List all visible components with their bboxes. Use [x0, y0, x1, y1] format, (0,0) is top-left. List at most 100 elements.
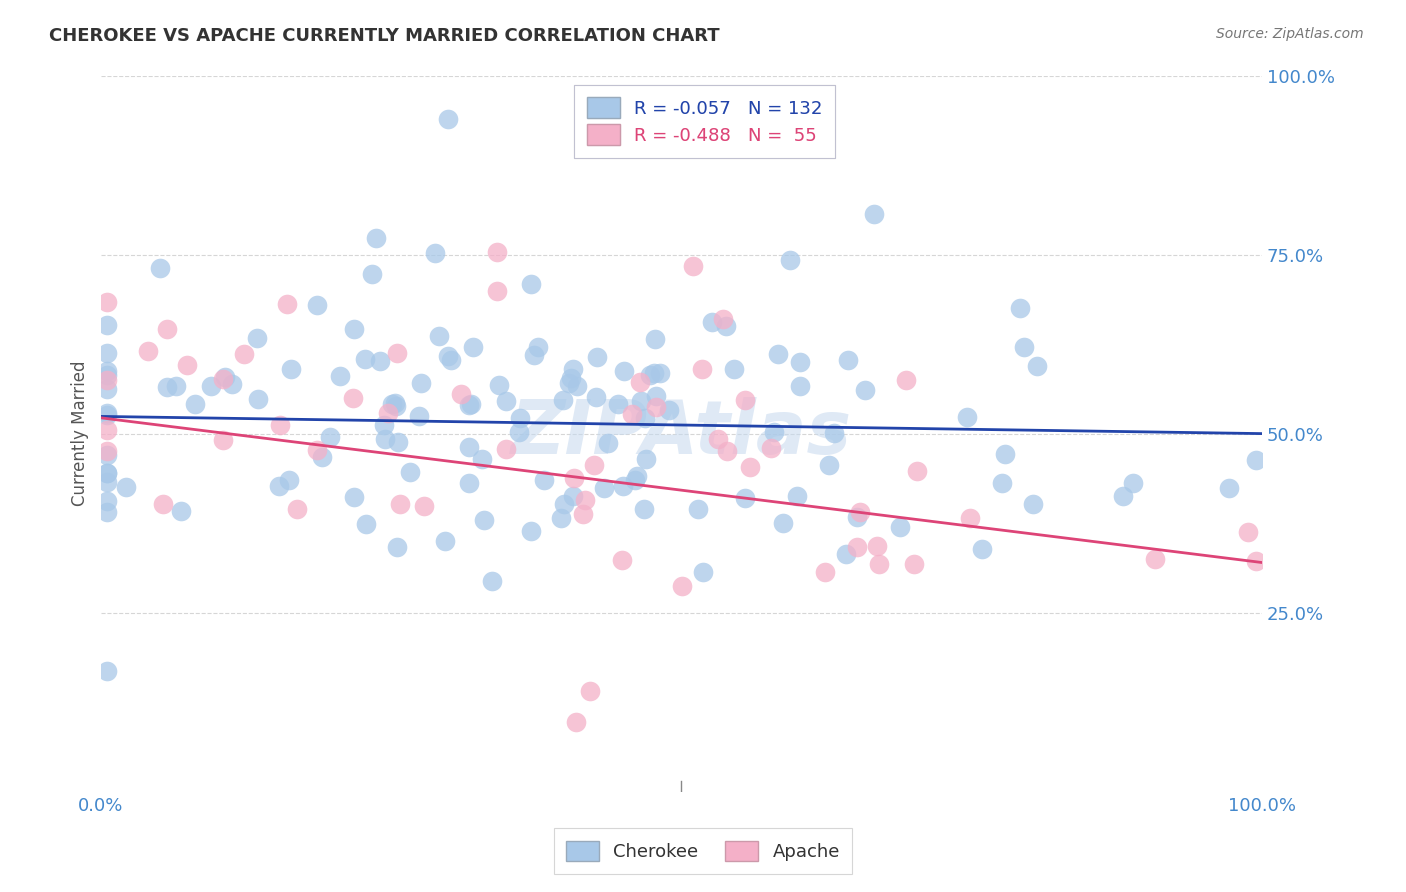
Point	[1122, 476, 1144, 491]
Point	[644, 332, 666, 346]
Point	[156, 380, 179, 394]
Point	[450, 386, 472, 401]
Point	[246, 392, 269, 406]
Point	[486, 284, 509, 298]
Point	[682, 260, 704, 274]
Point	[429, 328, 451, 343]
Point	[437, 112, 460, 126]
Point	[311, 450, 333, 464]
Point	[434, 533, 457, 548]
Point	[866, 539, 889, 553]
Point	[527, 340, 550, 354]
Point	[583, 458, 606, 472]
Point	[690, 361, 713, 376]
Point	[607, 396, 630, 410]
Point	[221, 376, 243, 391]
Y-axis label: Currently Married: Currently Married	[72, 361, 89, 507]
Point	[706, 432, 728, 446]
Point	[471, 452, 494, 467]
Point	[411, 376, 433, 391]
Point	[360, 267, 382, 281]
Point	[436, 350, 458, 364]
Point	[495, 442, 517, 456]
Point	[212, 372, 235, 386]
Point	[276, 297, 298, 311]
Point	[1112, 489, 1135, 503]
Point	[156, 322, 179, 336]
Point	[354, 517, 377, 532]
Point	[779, 252, 801, 267]
Point	[176, 358, 198, 372]
Point	[457, 440, 479, 454]
Point	[472, 513, 495, 527]
Point	[374, 432, 396, 446]
Point	[716, 444, 738, 458]
Point	[460, 396, 482, 410]
Point	[553, 497, 575, 511]
Point	[148, 261, 170, 276]
Point	[1026, 359, 1049, 373]
Point	[624, 474, 647, 488]
Point	[200, 378, 222, 392]
Point	[96, 664, 118, 678]
Point	[713, 312, 735, 326]
Point	[702, 316, 724, 330]
Point	[814, 565, 837, 579]
Point	[385, 346, 408, 360]
Point	[714, 318, 737, 333]
Point	[1244, 553, 1267, 567]
Point	[613, 363, 636, 377]
Point	[342, 322, 364, 336]
Point	[849, 505, 872, 519]
Point	[96, 382, 118, 396]
Legend: R = -0.057   N = 132, R = -0.488   N =  55: R = -0.057 N = 132, R = -0.488 N = 55	[575, 85, 835, 158]
Point	[486, 245, 509, 260]
Point	[170, 504, 193, 518]
Point	[413, 500, 436, 514]
Point	[96, 406, 118, 420]
Point	[633, 501, 655, 516]
Point	[533, 473, 555, 487]
Point	[96, 318, 118, 332]
Point	[408, 409, 430, 423]
Point	[671, 579, 693, 593]
Point	[381, 397, 404, 411]
Point	[889, 520, 911, 534]
Point	[564, 471, 586, 485]
Point	[457, 476, 479, 491]
Point	[738, 460, 761, 475]
Point	[586, 350, 609, 364]
Point	[319, 430, 342, 444]
Point	[96, 408, 118, 422]
Point	[553, 393, 575, 408]
Point	[562, 489, 585, 503]
Point	[818, 458, 841, 472]
Point	[353, 352, 375, 367]
Point	[1237, 524, 1260, 539]
Point	[463, 340, 485, 354]
Point	[1244, 453, 1267, 467]
Point	[366, 231, 388, 245]
Point	[612, 479, 634, 493]
Point	[305, 442, 328, 457]
Point	[277, 473, 299, 487]
Point	[377, 406, 399, 420]
Point	[772, 516, 794, 530]
Point	[342, 391, 364, 405]
Point	[734, 491, 756, 505]
Point	[959, 510, 981, 524]
Point	[905, 464, 928, 478]
Point	[523, 348, 546, 362]
Point	[136, 343, 159, 358]
Point	[628, 376, 651, 390]
Point	[626, 468, 648, 483]
Point	[481, 574, 503, 589]
Point	[211, 433, 233, 447]
Point	[610, 553, 633, 567]
Point	[786, 489, 808, 503]
Point	[96, 505, 118, 519]
Point	[246, 330, 269, 344]
Point	[115, 480, 138, 494]
Point	[399, 465, 422, 479]
Point	[384, 396, 406, 410]
